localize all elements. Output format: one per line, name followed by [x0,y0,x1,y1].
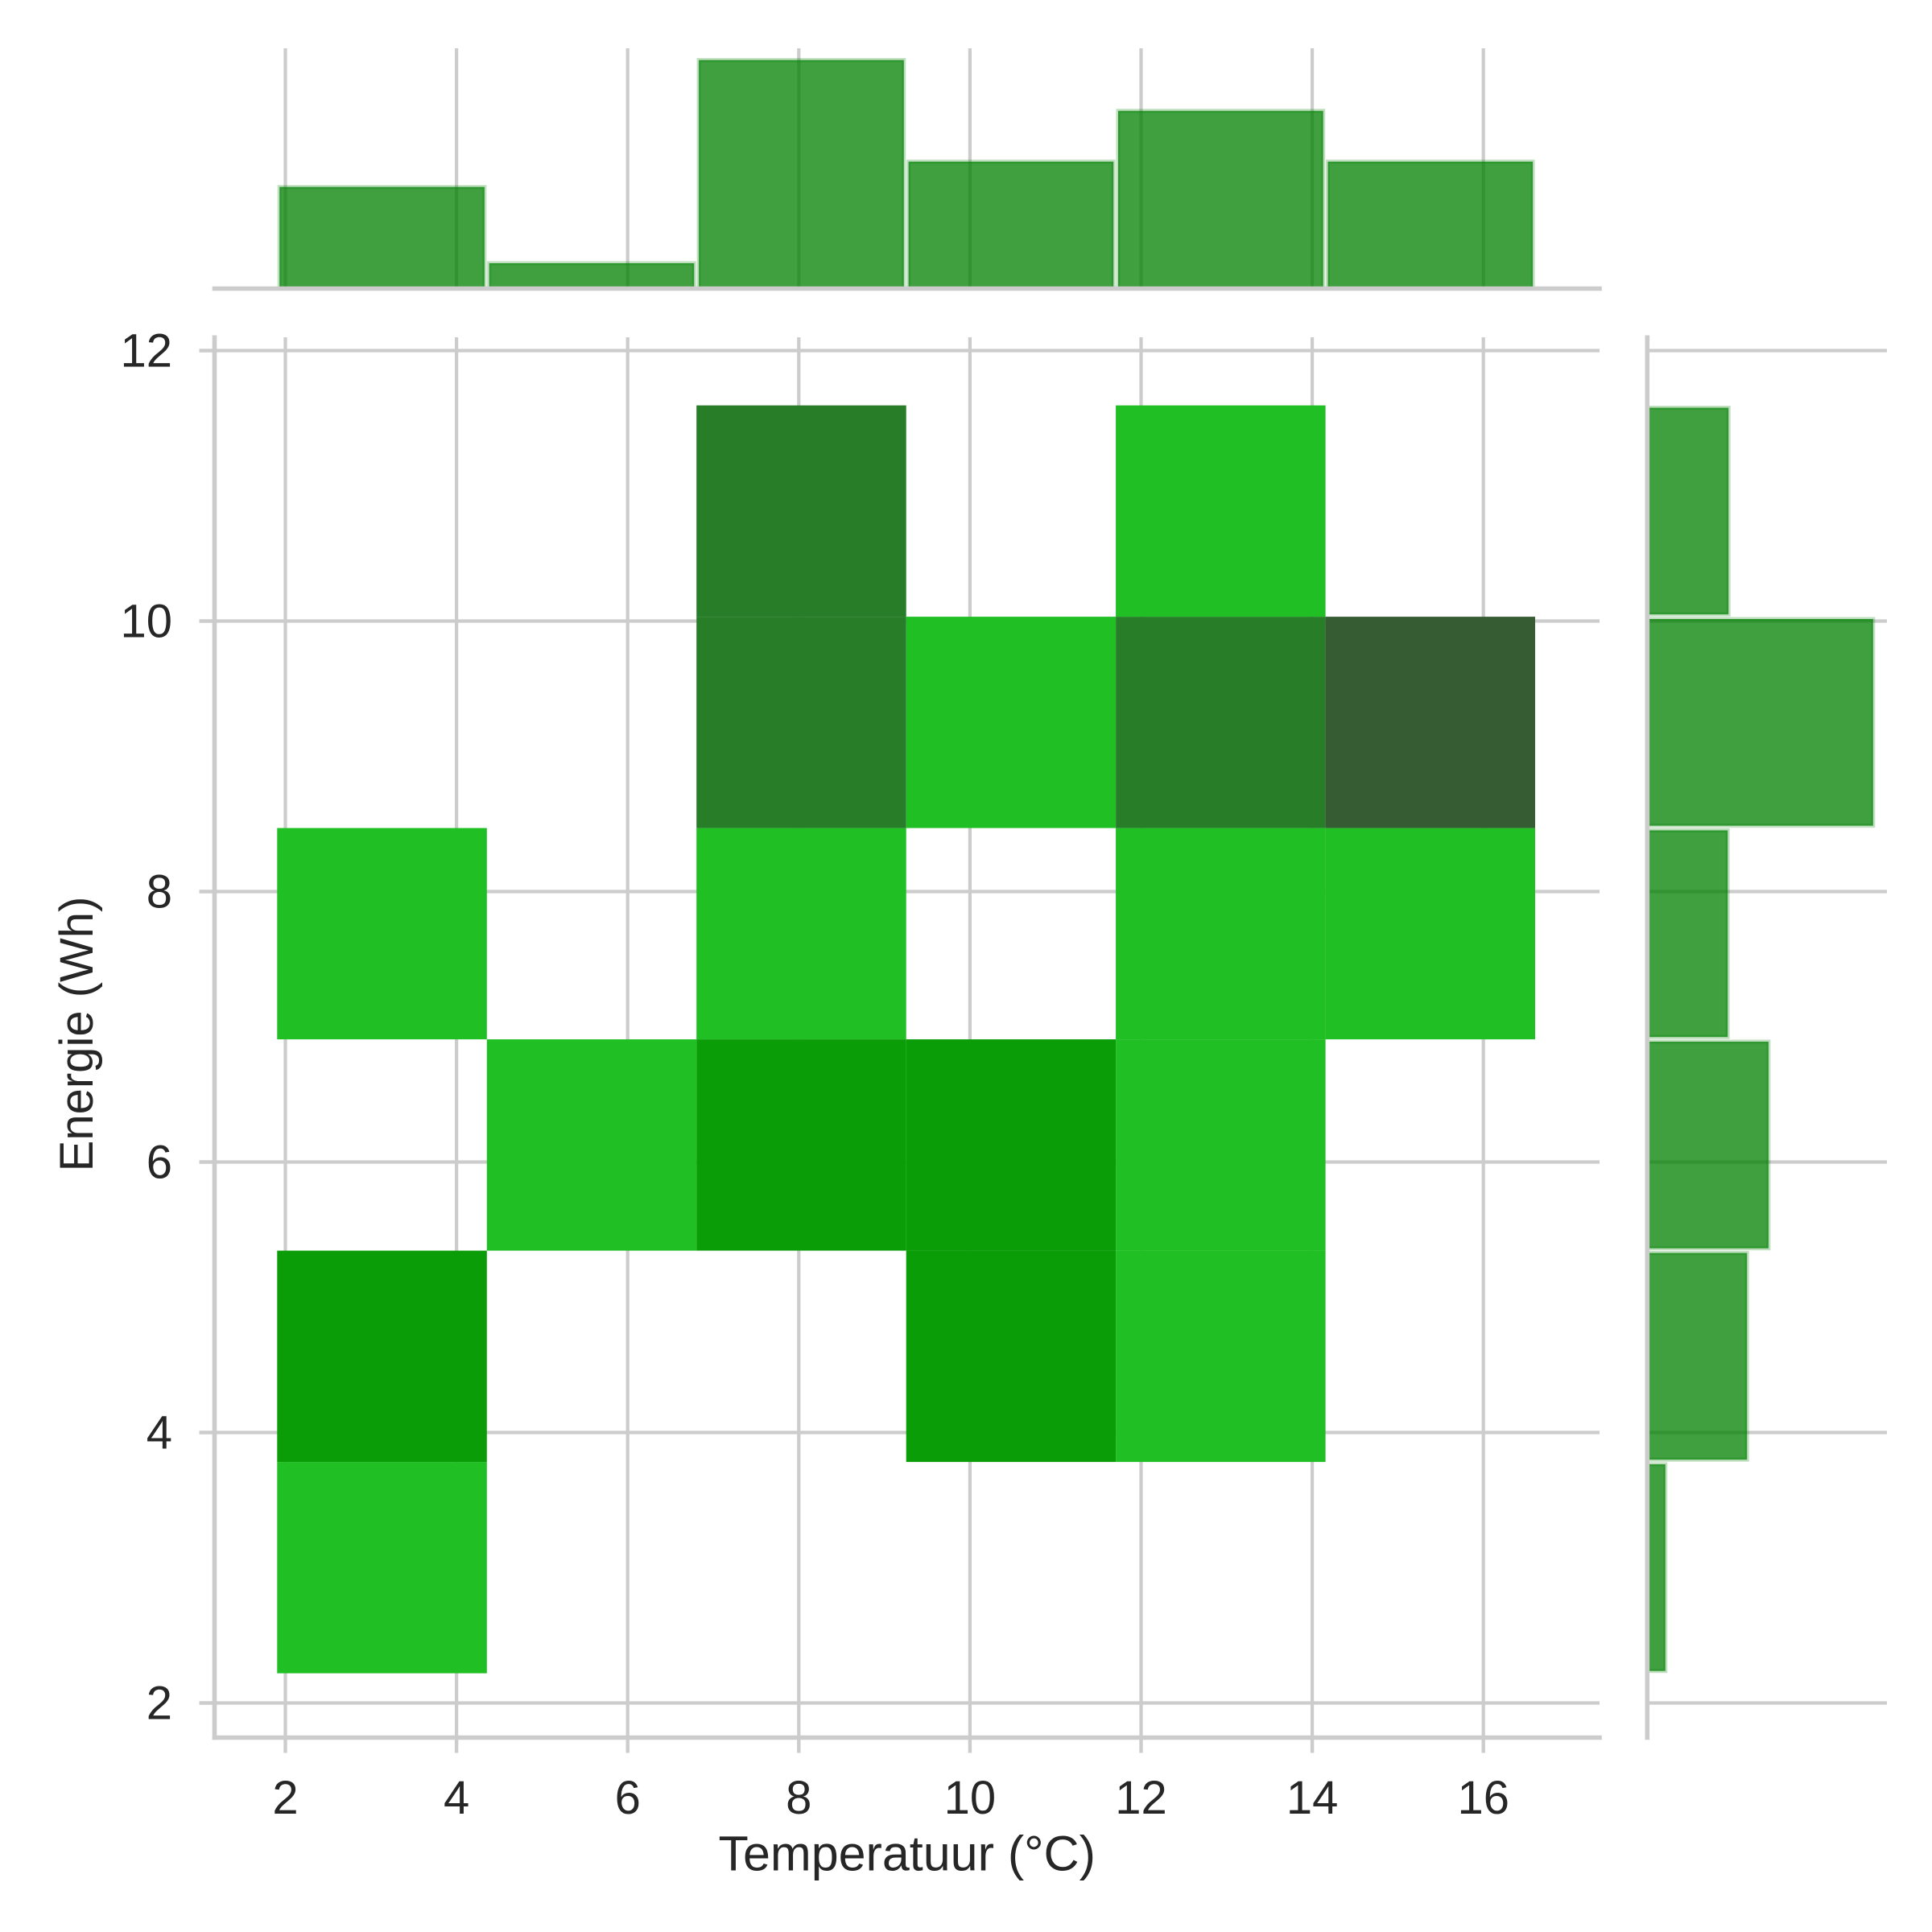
svg-text:10: 10 [120,596,172,648]
svg-text:10: 10 [944,1772,997,1824]
svg-text:Energie (Wh): Energie (Wh) [51,897,103,1172]
svg-text:8: 8 [786,1772,811,1824]
svg-text:12: 12 [1115,1772,1167,1824]
svg-text:Temperatuur (°C): Temperatuur (°C) [718,1827,1095,1881]
svg-text:14: 14 [1286,1772,1339,1824]
svg-text:6: 6 [615,1772,641,1824]
svg-text:8: 8 [147,866,172,919]
svg-text:12: 12 [120,325,172,378]
svg-text:2: 2 [147,1678,172,1730]
svg-text:4: 4 [444,1772,469,1824]
svg-text:2: 2 [272,1772,298,1824]
svg-text:6: 6 [147,1137,172,1189]
svg-text:4: 4 [147,1407,172,1459]
svg-text:16: 16 [1457,1772,1509,1824]
